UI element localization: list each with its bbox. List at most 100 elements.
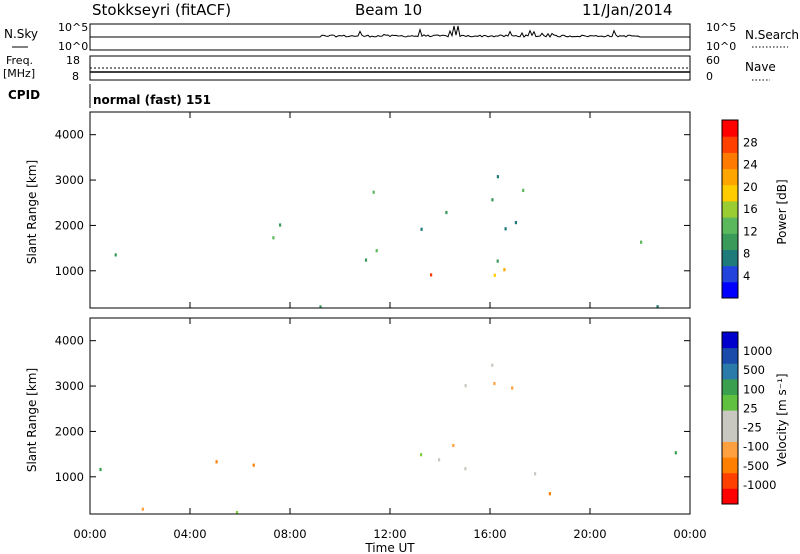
- freq-unit-label: [MHz]: [3, 67, 35, 80]
- vel-cell: [235, 510, 239, 515]
- nsearch-tick-top: 10^5: [706, 21, 736, 34]
- power-colorbar: 4 8 12 16 20 24 28 Power [dB]: [721, 119, 789, 299]
- nsky-tick-bottom: 10^0: [58, 40, 88, 53]
- velocity-ylabel: Slant Range [km]: [25, 368, 39, 472]
- power-colorbar-swatch: [722, 249, 738, 267]
- power-colorbar-swatch: [722, 136, 738, 153]
- velocity-colorbar-tick: 1000: [743, 344, 772, 358]
- power-cell: [656, 305, 659, 309]
- velocity-colorbar-swatches: [722, 332, 738, 505]
- power-cell: [375, 249, 378, 253]
- vel-cell: [534, 472, 537, 476]
- power-colorbar-swatch: [722, 120, 738, 137]
- velocity-colorbar-tick: -25: [743, 421, 762, 435]
- time-tick-label: 08:00: [273, 527, 306, 541]
- velocity-colorbar-swatch: [722, 472, 738, 489]
- power-colorbar-tick: 24: [743, 158, 758, 172]
- power-colorbar-swatch: [722, 265, 738, 283]
- station-title: Stokkseyri (fitACF): [92, 1, 231, 19]
- power-colorbar-tick: 8: [743, 247, 750, 261]
- ytick-label: 1000: [55, 470, 84, 484]
- power-colorbar-swatch: [722, 217, 738, 234]
- power-cell: [503, 268, 506, 272]
- power-cell: [272, 236, 275, 240]
- velocity-colorbar-swatch: [722, 378, 738, 395]
- time-tick-label: 20:00: [573, 527, 606, 541]
- nave-tick-top: 60: [706, 54, 720, 67]
- ytick-label: 2000: [55, 424, 84, 438]
- power-cell: [445, 210, 448, 215]
- power-colorbar-swatch: [722, 200, 738, 218]
- velocity-colorbar-tick: -1000: [743, 478, 776, 492]
- ytick-label: 4000: [55, 334, 84, 348]
- velocity-colorbar-tick: -100: [743, 440, 769, 454]
- power-cell: [420, 227, 423, 231]
- power-frame: [89, 111, 691, 309]
- velocity-colorbar-swatch: [722, 332, 738, 349]
- vel-cell: [493, 381, 496, 386]
- freq-tick-top: 18: [66, 54, 80, 67]
- cpid-text: normal (fast) 151: [93, 93, 211, 107]
- velocity-colorbar-swatch: [722, 441, 738, 458]
- power-colorbar-title: Power [dB]: [775, 179, 789, 244]
- velocity-colorbar-ticks: -1000 -500 -100 -25 25 100 500 1000: [743, 344, 776, 492]
- vel-cell: [99, 467, 102, 472]
- power-axes: 1000 2000 3000 4000: [55, 112, 691, 308]
- vel-cell: [464, 384, 467, 388]
- velocity-colorbar-swatch: [722, 394, 738, 411]
- vel-cell: [215, 460, 218, 464]
- time-tick-label: 00:00: [673, 527, 706, 541]
- cpid-label: CPID: [8, 88, 40, 102]
- freq-panel: Freq. [MHz] 18 8 60 0 Nave: [3, 54, 776, 83]
- velocity-colorbar-tick: 25: [743, 401, 758, 415]
- power-cell: [319, 305, 322, 309]
- velocity-colorbar: -1000 -500 -100 -25 25 100 500 1000 Velocity [m…: [721, 331, 789, 505]
- power-cell: [514, 221, 517, 225]
- velocity-colorbar-swatch: [722, 363, 738, 380]
- velocity-frame: [89, 317, 691, 515]
- velocity-colorbar-tick: 100: [743, 382, 765, 396]
- power-cell: [496, 175, 499, 179]
- power-cell: [279, 223, 282, 227]
- vel-cell: [438, 458, 441, 462]
- power-colorbar-ticks: 4 8 12 16 20 24 28: [743, 135, 758, 283]
- ytick-label: 2000: [55, 218, 84, 232]
- power-colorbar-tick: 28: [743, 135, 758, 149]
- vel-cell: [491, 363, 494, 367]
- velocity-axes: 1000 2000 3000 4000: [55, 318, 691, 514]
- vel-cell: [420, 453, 423, 457]
- power-cell: [504, 227, 507, 231]
- time-axis-label: Time UT: [364, 541, 415, 554]
- power-colorbar-swatch: [722, 184, 738, 202]
- freq-label: Freq.: [6, 54, 33, 67]
- beam-title: Beam 10: [355, 1, 422, 19]
- nsky-label: N.Sky: [4, 27, 38, 41]
- power-colorbar-tick: 16: [743, 202, 758, 216]
- ytick-label: 3000: [55, 379, 84, 393]
- velocity-panel: 1000 2000 3000 4000 Slant Range [km] 00:00 0…: [25, 317, 707, 554]
- power-colorbar-swatch: [722, 281, 738, 299]
- time-tick-label: 00:00: [73, 527, 106, 541]
- power-colorbar-tick: 20: [743, 180, 758, 194]
- velocity-colorbar-swatch: [722, 425, 738, 442]
- velocity-colorbar-tick: 500: [743, 363, 765, 377]
- power-colorbar-swatch: [722, 233, 738, 250]
- nsky-trace: [89, 25, 690, 46]
- power-cells: [114, 175, 659, 309]
- power-cell: [522, 188, 525, 192]
- power-cell: [640, 240, 643, 244]
- velocity-colorbar-swatch: [722, 488, 738, 505]
- power-colorbar-frame: [721, 119, 739, 299]
- nsky-tick-top: 10^5: [58, 21, 88, 34]
- time-axis: 00:00 04:00 08:00 12:00 16:00 20:00 00:00: [73, 527, 706, 541]
- power-cell: [114, 253, 117, 257]
- power-cell: [430, 273, 433, 277]
- power-colorbar-tick: 12: [743, 224, 758, 238]
- power-cell: [493, 273, 496, 277]
- vel-cell: [464, 467, 467, 471]
- nave-label: Nave: [745, 60, 776, 74]
- power-colorbar-tick: 4: [743, 269, 750, 283]
- power-cell: [491, 198, 494, 202]
- power-colorbar-swatch: [722, 152, 738, 170]
